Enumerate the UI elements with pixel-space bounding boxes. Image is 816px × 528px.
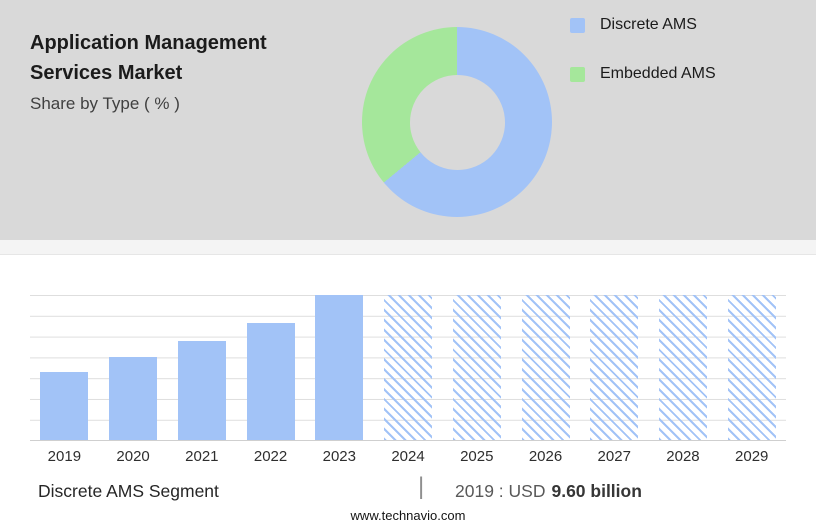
chart-legend: Discrete AMS Embedded AMS [570, 16, 716, 114]
x-axis-label-2025: 2025 [460, 448, 494, 465]
x-axis-label-2020: 2020 [116, 448, 150, 465]
bars-row [30, 295, 786, 440]
bar-slot [167, 295, 236, 440]
x-axis-label-2027: 2027 [597, 448, 631, 465]
header-panel: Application Management Services Market S… [0, 0, 816, 240]
bar-slot [442, 295, 511, 440]
title-block: Application Management Services Market S… [30, 28, 267, 114]
page-subtitle: Share by Type ( % ) [30, 94, 180, 113]
forecast-bar-2024 [384, 295, 433, 440]
section-divider [0, 240, 816, 255]
bar-slot [374, 295, 443, 440]
donut-hole [409, 74, 505, 170]
legend-label-embedded-ams: Embedded AMS [600, 65, 716, 82]
bar-slot [511, 295, 580, 440]
x-axis-label-2019: 2019 [47, 448, 82, 465]
bar-slot [236, 295, 305, 440]
legend-item-embedded-ams: Embedded AMS [570, 65, 716, 83]
bar-slot [99, 295, 168, 440]
x-axis-label-2022: 2022 [253, 448, 288, 465]
website-text: www.technavio.com [350, 508, 466, 523]
x-axis-label-2024: 2024 [391, 448, 425, 465]
forecast-bar-2029 [727, 295, 776, 440]
bar-2020 [109, 357, 158, 440]
forecast-bar-2025 [452, 295, 501, 440]
donut-chart [362, 27, 552, 217]
page-title-line2: Services Market [30, 62, 183, 84]
x-axis-label-2028: 2028 [666, 448, 700, 465]
bar-chart-section: 2019 2020 2021 2022 2023 2024 2025 2026 2027 2028… [0, 256, 816, 528]
x-axis-label-2029: 2029 [735, 448, 769, 465]
x-axis-label-2023: 2023 [322, 448, 356, 465]
forecast-bar-2026 [521, 295, 570, 440]
bar-slot [30, 295, 99, 440]
bar-2019 [40, 371, 89, 440]
legend-label-discrete-ams: Discrete AMS [600, 16, 697, 33]
bar-chart-plot-area [30, 295, 786, 441]
footer-value-prefix: 2019 : USD [455, 481, 546, 501]
footer-separator: | [418, 473, 425, 500]
x-axis-label-2026: 2026 [528, 448, 563, 465]
bar-slot [305, 295, 374, 440]
x-axis-label-2021: 2021 [185, 448, 219, 465]
x-labels-row: 2019 2020 2021 2022 2023 2024 2025 2026 2027 2028… [30, 448, 786, 465]
footer-value: 2019 : USD 9.60 billion [455, 481, 642, 502]
legend-item-discrete-ams: Discrete AMS [570, 16, 716, 34]
forecast-bar-2028 [658, 295, 707, 440]
legend-swatch-discrete-ams [570, 17, 585, 33]
page-title-line1: Application Management [30, 32, 267, 54]
bar-slot [717, 295, 786, 440]
bar-2023 [315, 295, 364, 440]
bar-2022 [246, 322, 295, 440]
footer-value-bold: 9.60 billion [551, 481, 642, 501]
segment-label: Discrete AMS Segment [38, 481, 219, 501]
forecast-bar-2027 [590, 295, 639, 440]
bar-slot [649, 295, 718, 440]
bar-slot [580, 295, 649, 440]
bar-2021 [177, 341, 226, 440]
legend-swatch-embedded-ams [570, 66, 585, 82]
